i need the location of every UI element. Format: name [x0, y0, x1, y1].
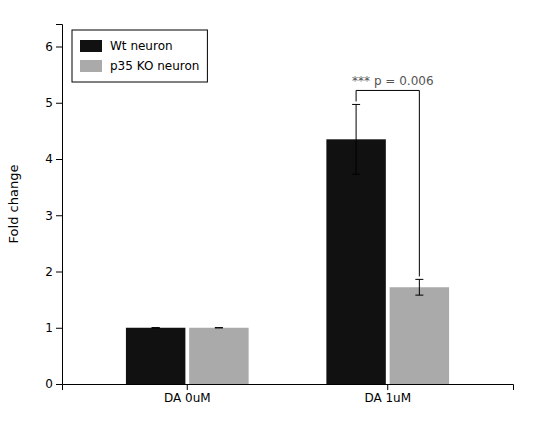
y-tick: 3 — [45, 209, 62, 223]
y-tick: 1 — [45, 321, 62, 335]
x-tick-label: DA 1uM — [364, 391, 411, 405]
bar — [126, 328, 185, 384]
error-bar — [215, 327, 223, 328]
y-tick: 6 — [45, 40, 62, 54]
x-tick: DA 0uM — [164, 384, 211, 405]
y-tick: 4 — [45, 152, 62, 166]
legend-swatch — [80, 60, 102, 72]
error-bar — [415, 279, 423, 295]
x-axis-line — [63, 385, 514, 391]
bar — [326, 139, 385, 384]
y-tick-mark — [56, 47, 62, 48]
significance-bracket — [356, 90, 419, 276]
x-tick-mark — [387, 384, 388, 390]
y-axis-line — [56, 25, 63, 385]
x-tick: DA 1uM — [364, 384, 411, 405]
y-tick-label: 3 — [45, 209, 53, 223]
legend-label: p35 KO neuron — [110, 59, 199, 73]
error-bar-stem — [419, 279, 420, 295]
y-tick-mark — [56, 215, 62, 216]
y-axis: 0 1 2 3 4 5 6 — [45, 25, 62, 392]
error-bar-cap — [215, 327, 223, 328]
y-tick-label: 2 — [45, 265, 53, 279]
y-tick-mark — [56, 328, 62, 329]
error-bar-cap — [415, 279, 423, 280]
error-bar-cap — [152, 327, 160, 328]
y-tick-mark — [56, 159, 62, 160]
significance-text: *** p = 0.006 — [352, 74, 433, 88]
y-tick-label: 4 — [45, 152, 53, 166]
y-tick-mark — [56, 103, 62, 104]
marks — [126, 104, 449, 384]
bar — [390, 287, 449, 384]
legend-label: Wt neuron — [110, 39, 173, 53]
chart: 0 1 2 3 4 5 6 DA 0uM DA 1uM *** p = 0.006 Wt neuro… — [0, 0, 533, 428]
legend-frame — [72, 30, 207, 82]
plot: 0 1 2 3 4 5 6 DA 0uM DA 1uM *** p = 0.006 Wt neuro… — [45, 25, 513, 405]
y-tick-label: 6 — [45, 40, 53, 54]
y-tick: 0 — [45, 377, 62, 391]
bar — [189, 328, 248, 384]
error-bar-cap — [352, 174, 360, 175]
x-tick-mark — [187, 384, 188, 390]
legend-item: p35 KO neuron — [80, 59, 199, 73]
error-bar — [352, 104, 360, 174]
y-axis-title: Fold change — [6, 165, 21, 244]
y-tick-label: 0 — [45, 377, 53, 391]
y-tick: 5 — [45, 96, 62, 110]
y-tick: 2 — [45, 265, 62, 279]
y-tick-label: 5 — [45, 96, 53, 110]
legend-swatch — [80, 40, 102, 52]
error-bar — [152, 327, 160, 328]
error-bar-cap — [352, 104, 360, 105]
y-tick-mark — [56, 272, 62, 273]
x-tick-label: DA 0uM — [164, 391, 211, 405]
error-bar-stem — [356, 104, 357, 174]
legend-item: Wt neuron — [80, 39, 173, 53]
x-axis: DA 0uM DA 1uM — [63, 384, 514, 405]
error-bar-cap — [152, 327, 160, 328]
y-tick-label: 1 — [45, 321, 53, 335]
error-bar-cap — [415, 295, 423, 296]
error-bar-cap — [215, 327, 223, 328]
legend: Wt neuron p35 KO neuron — [72, 30, 207, 82]
y-tick-mark — [56, 384, 62, 385]
